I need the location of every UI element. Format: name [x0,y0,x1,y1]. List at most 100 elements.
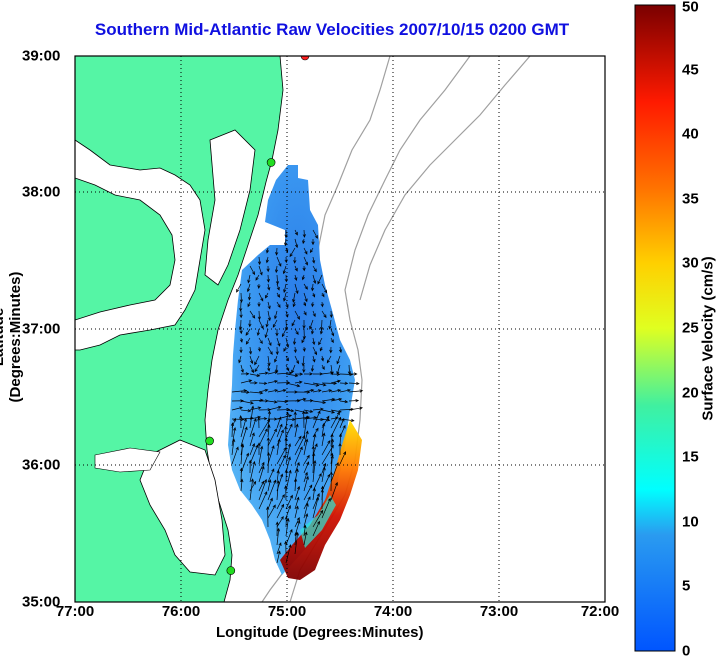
velocity-vector [303,475,309,492]
colorbar-tick-label: 20 [682,384,699,402]
velocity-vector [284,436,288,456]
velocity-vector [275,247,279,256]
velocity-vector [303,502,309,519]
velocity-vector [267,364,271,372]
velocity-vector [267,504,276,519]
velocity-vector [276,292,281,298]
velocity-vector [321,371,334,375]
velocity-vector [258,478,267,501]
velocity-vector [258,337,263,345]
velocity-vector [285,364,290,372]
velocity-vector [321,381,338,386]
velocity-vector [303,471,308,483]
velocity-vector [284,485,288,501]
velocity-vector [249,355,254,365]
velocity-vector [274,310,278,320]
velocity-vector [258,461,265,474]
velocity-vector [254,355,260,366]
velocity-vector [247,301,251,308]
x-axis-label: Longitude (Degrees:Minutes) [216,624,424,641]
velocity-vector [240,379,253,384]
velocity-vector [276,446,287,465]
velocity-vector [255,274,260,281]
velocity-vector [265,319,269,328]
velocity-vector [285,504,291,519]
y-tick-label: 39:00 [22,47,61,65]
velocity-vector [285,247,289,253]
velocity-vector [249,478,254,501]
velocity-vector [285,528,293,546]
station-marker [266,158,276,167]
velocity-vector [248,459,252,474]
velocity-vector [284,469,288,483]
velocity-vector [339,451,347,465]
velocity-vector [267,428,277,447]
velocity-vector [284,319,288,331]
velocity-vector [311,301,315,308]
albemarle-water [94,447,161,473]
velocity-vector [239,337,243,343]
velocity-vector [249,480,257,492]
velocity-vector [302,410,306,429]
velocity-vector [339,418,355,423]
velocity-vector [249,391,264,395]
velocity-vector [294,265,298,272]
velocity-vector [294,446,303,465]
colorbar-tick-label: 40 [682,125,699,143]
map-title: Southern Mid-Atlantic Raw Velocities 200… [94,20,570,39]
velocity-vector [285,382,301,388]
velocity-vector [302,346,306,352]
velocity-vector [275,328,279,337]
velocity-vector [267,468,275,483]
velocity-vector [285,301,289,309]
velocity-vector [249,405,255,429]
velocity-vector [303,415,309,438]
velocity-vector [249,265,256,276]
velocity-vector [275,274,280,285]
velocity-vector [267,479,272,492]
velocity-vector [249,381,258,385]
velocity-vector [240,443,244,465]
velocity-vector [330,416,339,420]
velocity-vector [302,319,306,330]
colorbar-tick-label: 5 [682,577,691,595]
velocity-vector [312,229,318,239]
velocity-vector [293,256,297,264]
velocity-vector [312,389,322,393]
velocity-vector [239,346,243,354]
station-marker [300,56,310,61]
velocity-vector [294,328,299,336]
velocity-vector [258,465,265,483]
velocity-vector [311,238,315,246]
velocity-vector [294,409,309,415]
velocity-vector [292,337,297,346]
velocity-vector [320,488,324,510]
velocity-vector [276,399,289,404]
velocity-vector [285,409,295,413]
velocity-vector [274,265,279,274]
velocity-vector [303,399,314,403]
velocity-vector [276,515,284,528]
colorbar-tick-label: 0 [682,642,691,660]
velocity-vector [258,445,264,465]
velocity-vector [294,229,298,236]
velocity-vector [238,355,242,364]
velocity-vector [258,417,268,421]
velocity-vector [312,417,324,422]
velocity-vector [289,247,296,258]
velocity-vector [249,364,254,374]
velocity-vector [240,400,254,405]
velocity-vector [294,531,299,555]
x-tick-label: 75:00 [267,603,307,620]
velocity-vector [294,485,301,501]
velocity-vector [239,301,243,312]
velocity-vector [256,328,260,337]
velocity-vector [267,445,275,465]
velocity-vector [312,410,321,429]
velocity-vector [303,438,309,456]
velocity-vector [285,494,293,510]
velocity-vector [257,416,261,429]
velocity-vector [309,319,314,330]
velocity-vector [276,256,282,267]
velocity-vector [312,346,317,356]
